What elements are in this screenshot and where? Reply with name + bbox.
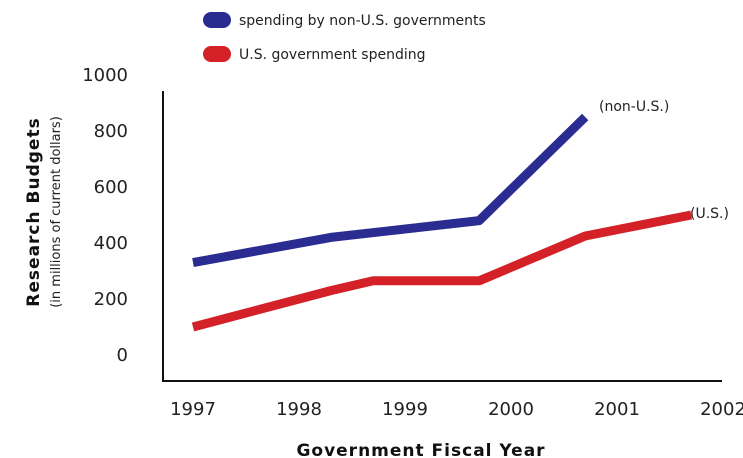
x-tick-label: 2002 [700,399,743,420]
y-axis-subtitle: (in millions of current dollars) [49,116,64,308]
series-line-nonus [192,113,589,268]
y-tick-label: 600 [94,177,128,198]
y-tick-labels: 0 200 400 600 800 1000 [82,65,128,366]
x-tick-label: 1998 [276,399,322,420]
legend-swatch-us [203,46,231,62]
x-tick-label: 2001 [594,399,640,420]
y-tick-label: 1000 [82,65,128,86]
x-tick-label: 1999 [382,399,428,420]
y-axis-title: Research Budgets [24,117,44,306]
x-axis-title: Government Fiscal Year [296,441,545,458]
legend: spending by non-U.S. governments U.S. go… [203,12,486,63]
y-tick-label: 800 [94,121,128,142]
legend-swatch-nonus [203,12,231,28]
legend-label-us: U.S. government spending [239,47,425,63]
y-tick-label: 400 [94,233,128,254]
x-tick-labels: 1997 1998 1999 2000 2001 2002 [170,399,743,420]
series-label-nonus: (non-U.S.) [599,99,669,115]
x-tick-label: 2000 [488,399,534,420]
x-tick-label: 1997 [170,399,216,420]
legend-label-nonus: spending by non-U.S. governments [239,13,486,29]
series-line-us [191,210,693,332]
y-tick-label: 0 [117,345,128,366]
series-label-us: (U.S.) [690,206,729,222]
y-tick-label: 200 [94,289,128,310]
